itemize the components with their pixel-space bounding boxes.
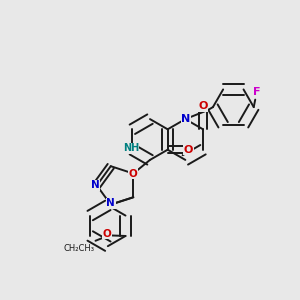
Text: O: O: [198, 101, 208, 111]
Text: O: O: [129, 169, 138, 178]
Text: N: N: [91, 180, 100, 190]
Text: O: O: [184, 145, 194, 155]
Text: NH: NH: [123, 143, 139, 153]
Text: F: F: [253, 87, 260, 97]
Text: N: N: [106, 198, 115, 208]
Text: N: N: [181, 114, 190, 124]
Text: CH₂CH₃: CH₂CH₃: [63, 244, 94, 253]
Text: O: O: [102, 229, 111, 239]
